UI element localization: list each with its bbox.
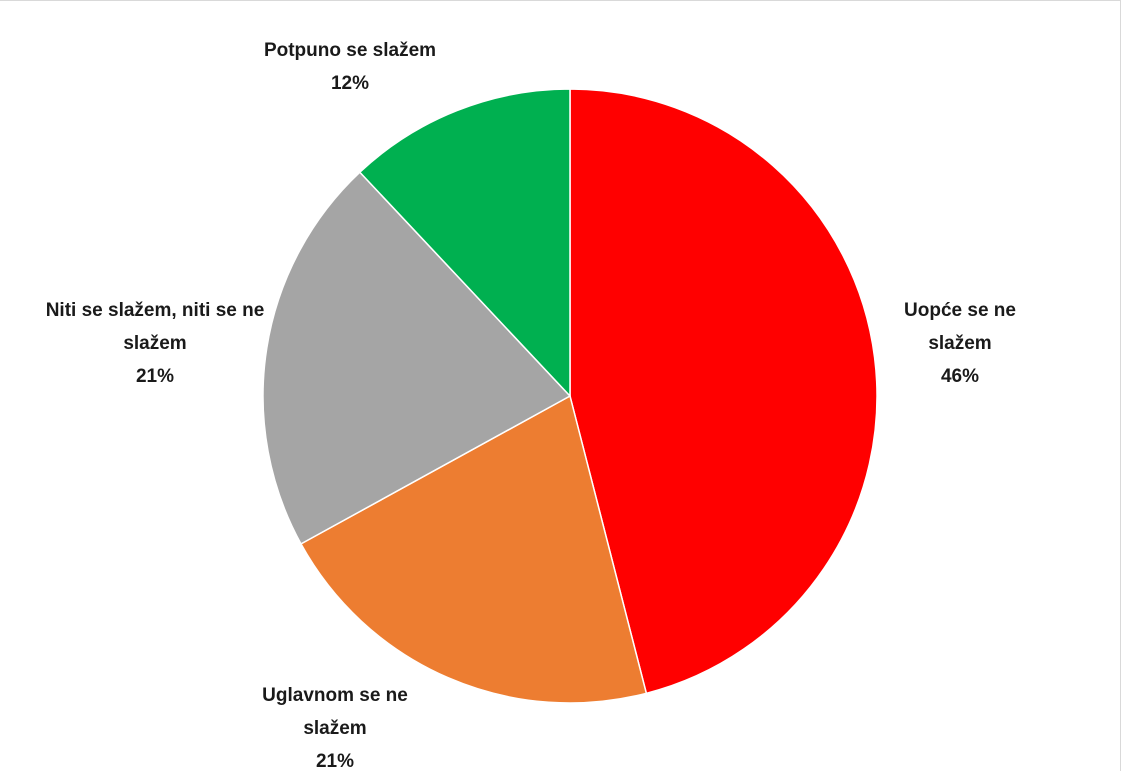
slice-label: Potpuno se slažem 12% — [210, 34, 490, 100]
value-label: 46% — [940, 366, 980, 387]
category-label: Niti se slažem, niti se ne slažem — [45, 300, 265, 354]
pie-slice — [299, 394, 648, 704]
category-label: Potpuno se slažem — [263, 40, 437, 61]
pie-slice — [262, 171, 572, 545]
slice-label: Uopće se ne slažem 46% — [880, 294, 1040, 393]
value-label: 21% — [135, 366, 175, 387]
pie-slice — [569, 88, 878, 695]
category-label: Uglavnom se ne slažem — [262, 685, 408, 739]
value-label: 21% — [315, 751, 355, 772]
value-label: 12% — [330, 73, 370, 94]
pie-slice — [358, 88, 571, 398]
category-label: Uopće se ne slažem — [904, 300, 1016, 354]
slice-label: Uglavnom se ne slažem 21% — [250, 679, 420, 778]
slice-label: Niti se slažem, niti se ne slažem 21% — [35, 294, 275, 393]
